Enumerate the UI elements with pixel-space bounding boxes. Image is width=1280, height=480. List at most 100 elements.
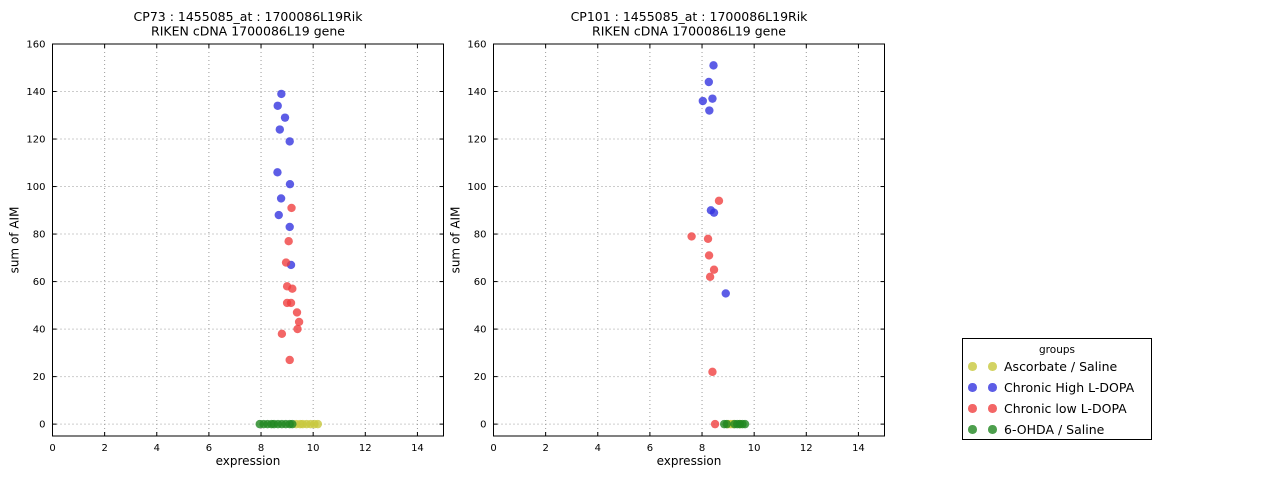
series-2: [687, 196, 724, 429]
data-point: [277, 329, 287, 339]
data-point: [288, 419, 297, 429]
legend-entry: Chronic low L-DOPA: [963, 398, 1151, 419]
data-point: [288, 284, 297, 293]
data-point: [280, 113, 290, 122]
legend-marker-icon: [988, 404, 997, 413]
x-tick-label: 6: [206, 443, 212, 454]
y-tick-label: 120: [26, 135, 45, 146]
y-axis-label: sum of AIM: [8, 207, 22, 274]
legend-marker-icon: [988, 425, 997, 434]
y-tick-label: 140: [26, 87, 45, 98]
data-point: [292, 308, 302, 317]
series-1: [698, 61, 730, 298]
data-point: [273, 101, 282, 110]
x-tick-label: 10: [307, 443, 320, 454]
x-tick-label: 0: [49, 443, 55, 454]
plot-subtitle: RIKEN cDNA 1700086L19 gene: [151, 24, 345, 39]
data-point: [285, 137, 294, 146]
data-point: [286, 298, 296, 308]
y-tick-label: 20: [33, 372, 46, 383]
y-tick-label: 60: [474, 277, 487, 288]
legend-entry: Chronic High L-DOPA: [963, 377, 1151, 398]
data-point: [708, 367, 717, 377]
x-axis-label: expression: [216, 454, 281, 468]
plot-title: CP73 : 1455085_at : 1700086L19Rik: [134, 9, 364, 24]
data-point: [714, 196, 724, 205]
y-tick-label: 40: [474, 325, 487, 336]
axes-border: [52, 43, 444, 437]
y-tick-label: 0: [39, 420, 45, 431]
legend-entry: Ascorbate / Saline: [963, 356, 1151, 377]
x-tick-label: 0: [490, 443, 496, 454]
y-tick-label: 120: [467, 135, 486, 146]
y-axis-label: sum of AIM: [449, 207, 463, 274]
y-tick-label: 100: [467, 182, 486, 193]
y-tick-label: 40: [33, 325, 46, 336]
x-tick-label: 4: [595, 443, 601, 454]
series-2: [277, 203, 304, 365]
data-point: [277, 89, 286, 99]
data-point: [281, 258, 291, 267]
x-axis-label: expression: [657, 454, 722, 468]
data-point: [293, 324, 302, 334]
legend-marker-icon: [988, 383, 997, 392]
y-tick-label: 160: [26, 40, 45, 51]
x-tick-label: 12: [800, 443, 813, 454]
legend-marker-icon: [988, 362, 997, 371]
data-point: [294, 317, 304, 327]
x-tick-label: 6: [647, 443, 653, 454]
data-point: [709, 61, 718, 70]
data-point: [705, 272, 715, 282]
series-3: [255, 419, 297, 429]
data-point: [709, 208, 719, 217]
data-point: [274, 210, 283, 220]
legend-marker-icon: [968, 362, 977, 371]
data-point: [703, 234, 713, 244]
legend-marker-icon: [968, 425, 977, 434]
data-point: [285, 355, 294, 365]
data-point: [313, 419, 323, 429]
legend-marker-icon: [968, 404, 977, 413]
legend-entry-label: Chronic low L-DOPA: [1004, 401, 1127, 416]
data-point: [705, 106, 714, 115]
x-tick-label: 8: [699, 443, 705, 454]
legend-title: groups: [1039, 344, 1075, 356]
data-point: [285, 222, 294, 232]
x-tick-label: 10: [748, 443, 761, 454]
data-point: [721, 289, 730, 298]
data-point: [708, 94, 717, 103]
plot-subtitle: RIKEN cDNA 1700086L19 gene: [592, 24, 786, 39]
data-point: [704, 77, 714, 87]
series-1: [273, 89, 296, 270]
legend-entries: Ascorbate / Saline Chronic High L-DOPA Chr…: [963, 356, 1151, 440]
x-tick-label: 4: [154, 443, 160, 454]
data-point: [273, 168, 282, 177]
x-tick-label: 14: [411, 443, 424, 454]
legend-box: groups Ascorbate / Saline Chronic High L-…: [962, 338, 1152, 440]
series-0: [292, 419, 323, 429]
x-tick-label: 14: [852, 443, 865, 454]
legend-entry-label: 6-OHDA / Saline: [1004, 422, 1105, 437]
legend-entry-label: Ascorbate / Saline: [1004, 359, 1118, 374]
y-tick-label: 0: [480, 420, 486, 431]
data-point: [287, 203, 296, 213]
x-tick-label: 8: [258, 443, 264, 454]
y-tick-label: 100: [26, 182, 45, 193]
data-point: [740, 419, 750, 429]
y-tick-label: 80: [474, 230, 487, 241]
y-tick-label: 80: [33, 230, 46, 241]
x-tick-label: 12: [359, 443, 372, 454]
data-point: [704, 251, 714, 260]
axes-border: [493, 43, 885, 437]
y-tick-label: 20: [474, 372, 487, 383]
data-point: [284, 236, 293, 246]
x-tick-label: 2: [101, 443, 107, 454]
data-point: [275, 125, 285, 134]
legend-entry: 6-OHDA / Saline: [963, 419, 1151, 440]
data-point: [722, 419, 731, 429]
data-point: [698, 96, 708, 106]
y-tick-label: 140: [467, 87, 486, 98]
